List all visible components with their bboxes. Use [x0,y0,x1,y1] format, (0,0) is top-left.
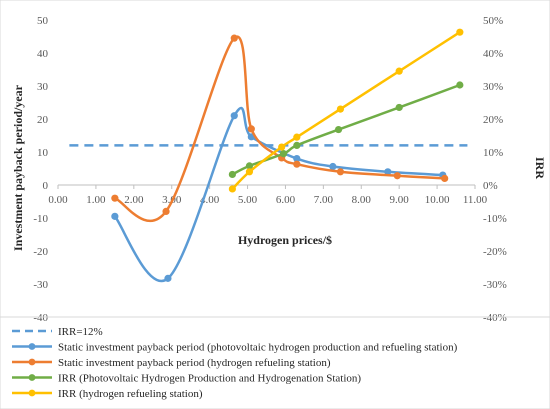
x-tick-label: 0.00 [48,194,68,206]
x-tick-label: 11.00 [463,194,488,206]
data-point [293,160,301,168]
y2-tick-label: -40% [483,312,507,324]
x-tick-label: 7.00 [314,194,334,206]
y-tick-label: 30 [37,81,49,93]
x-tick-label: 1.00 [86,194,106,206]
series-1 [111,106,447,283]
data-point [278,143,286,151]
y-tick-label: -30 [33,279,48,291]
data-point [336,168,345,176]
data-point [336,105,345,113]
x-tick-label: 5.00 [238,194,258,206]
data-point [228,170,236,179]
x-tick-label: 9.00 [390,194,410,206]
axes-group: 0.00 1.00 2.00 3.00 4.00 5.00 6.00 7.00 8.00 9.00… [11,15,547,324]
data-point [395,67,403,75]
y2-axis-title: IRR [533,157,547,179]
y-tick-label: -20 [33,246,48,258]
series-4 [228,28,464,193]
data-point [393,172,401,180]
data-point [111,194,119,202]
y-tick-label: 50 [37,15,49,27]
series-group [69,28,468,283]
data-point [329,162,337,171]
y2-tick-label: 10% [483,147,503,159]
data-point [230,112,238,120]
y-tick-label: 0 [43,180,49,192]
legend-label: IRR=12% [58,326,103,338]
x-tick-label: 10.00 [425,194,450,206]
y2-tick-label: 30% [483,81,503,93]
data-point [441,174,449,182]
series-2 [111,34,449,222]
y-tick-label: -40 [33,312,48,324]
data-point [111,212,119,220]
legend-marker [28,343,36,350]
y2-tick-label: 20% [483,114,503,126]
x-axis-title: Hydrogen prices/$ [238,233,332,247]
y-tick-label: -10 [33,213,48,225]
legend-label: IRR (hydrogen refueling station) [58,388,203,400]
data-point [293,155,301,163]
x-tick-label: 2.00 [124,194,144,206]
data-point [456,28,464,36]
y2-tick-label: -30% [483,279,507,291]
legend-marker [28,389,36,397]
legend: IRR=12% Static investment payback period … [0,316,550,400]
legend-label: Static investment payback period (photov… [58,342,458,354]
series-3 [228,81,464,179]
y2-tick-label: -20% [483,246,507,258]
y2-tick-label: 50% [483,15,503,27]
legend-label: Static investment payback period (hydrog… [58,357,331,369]
y2-tick-label: -10% [483,213,507,225]
data-point [228,185,236,193]
y-tick-label: 40 [37,48,49,60]
legend-marker [28,374,36,381]
y-tick-label: 20 [37,114,49,126]
x-tick-label: 8.00 [352,194,372,206]
data-point [245,162,254,170]
data-point [230,34,238,42]
series-line [114,35,445,222]
y2-tick-label: 40% [483,48,503,60]
data-point [384,168,392,176]
data-point [395,103,403,112]
y-tick-label: 10 [37,147,49,159]
y2-tick-label: 0% [483,180,498,192]
data-point [162,207,170,215]
data-point [279,150,288,158]
x-tick-label: 6.00 [276,194,296,206]
legend-label: IRR (Photovoltaic Hydrogen Production an… [58,373,361,385]
data-point [164,274,172,282]
y-axis-title: Investment payback period/year [11,84,25,251]
data-point [245,168,254,176]
data-point [247,125,255,133]
data-point [456,81,464,89]
data-point [293,141,301,149]
data-point [293,133,301,141]
legend-marker [28,358,36,366]
data-point [334,125,343,134]
